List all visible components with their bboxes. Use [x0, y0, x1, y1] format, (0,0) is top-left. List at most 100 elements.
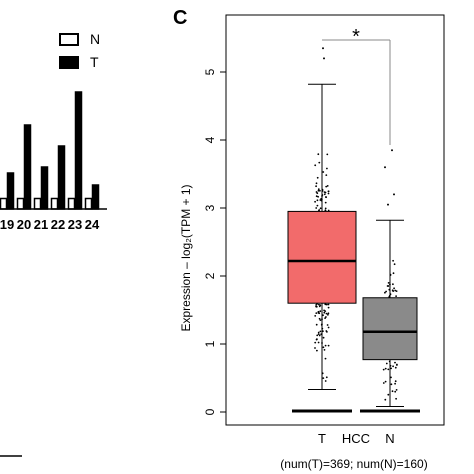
- significance-bracket: *: [322, 26, 391, 145]
- bar-n-22: [50, 197, 59, 210]
- bar-t-24: [91, 184, 100, 210]
- point-t: [322, 336, 325, 339]
- legend-label-t: T: [90, 54, 99, 70]
- bar-t-20: [23, 124, 32, 210]
- point-t: [319, 189, 321, 192]
- point-t: [318, 209, 321, 211]
- bar-tick-22: 22: [51, 217, 65, 232]
- point-t: [315, 305, 318, 308]
- point-t: [322, 377, 325, 379]
- bar-n-21: [33, 197, 42, 210]
- point-t: [314, 164, 317, 167]
- point-n: [393, 287, 395, 290]
- point-t: [323, 193, 326, 196]
- point-t: [315, 207, 318, 209]
- bar-tick-labels: 19 20 21 22 23 24: [0, 217, 100, 232]
- point-t: [315, 323, 318, 326]
- bar-t-19: [6, 172, 15, 210]
- point-t: [314, 315, 317, 317]
- y-tick-label-0: 0: [203, 408, 217, 415]
- y-tick-label-3: 3: [203, 204, 217, 211]
- y-axis: 0 1 2 3 4 5: [203, 68, 226, 415]
- point-t: [319, 207, 322, 210]
- point-t: [327, 190, 330, 193]
- point-t: [324, 344, 327, 347]
- point-t: [317, 331, 320, 334]
- bar-n-23: [67, 197, 76, 210]
- point-n: [385, 362, 388, 365]
- point-n: [384, 398, 387, 401]
- bar-tick-20: 20: [17, 217, 31, 232]
- point-t: [317, 310, 320, 313]
- bar-marks: [0, 91, 100, 210]
- point-n: [395, 389, 398, 391]
- point-t: [317, 188, 320, 191]
- point-t: [322, 346, 325, 349]
- point-t: [317, 189, 320, 192]
- box-n: [362, 297, 418, 361]
- point-t: [318, 334, 321, 337]
- legend-swatch-t: [59, 56, 79, 69]
- y-tick-label-2: 2: [203, 272, 217, 279]
- point-t: [325, 376, 328, 379]
- point-n: [384, 367, 387, 370]
- bar-t-22: [57, 145, 66, 210]
- outlier-point: [323, 57, 325, 60]
- bar-tick-23: 23: [68, 217, 82, 232]
- point-t: [327, 344, 330, 347]
- point-t: [314, 200, 316, 203]
- point-n: [395, 295, 397, 297]
- point-t: [322, 171, 325, 173]
- point-n: [394, 366, 397, 369]
- point-t: [316, 199, 319, 202]
- point-n: [387, 282, 390, 284]
- point-t: [315, 195, 318, 198]
- point-t: [327, 303, 330, 306]
- point-n: [390, 376, 392, 379]
- point-n: [395, 397, 397, 400]
- point-n: [390, 383, 393, 386]
- point-n: [392, 283, 394, 286]
- point-t: [316, 334, 319, 337]
- point-t: [318, 161, 321, 164]
- point-n: [392, 259, 394, 262]
- y-axis-label: Expression – log₂(TPM + 1): [179, 184, 193, 331]
- point-t: [315, 185, 317, 188]
- outlier-point: [384, 166, 386, 169]
- point-n: [394, 361, 396, 364]
- plot-frame: [225, 14, 445, 426]
- point-t: [327, 192, 330, 195]
- point-n: [394, 289, 397, 292]
- point-t: [327, 313, 329, 316]
- point-t: [314, 341, 317, 344]
- point-t: [319, 319, 322, 321]
- point-n: [390, 367, 392, 370]
- point-t: [326, 185, 329, 187]
- point-t: [317, 341, 320, 344]
- point-t: [325, 185, 328, 188]
- point-t: [327, 312, 330, 315]
- point-t: [316, 204, 319, 207]
- point-t: [318, 303, 320, 306]
- point-t: [326, 167, 328, 170]
- point-t: [325, 312, 328, 315]
- bar-t-23: [74, 91, 83, 210]
- legend-label-n: N: [90, 31, 100, 47]
- point-n: [392, 272, 395, 275]
- y-tick-label-4: 4: [203, 136, 217, 143]
- point-t: [327, 326, 330, 329]
- point-t: [326, 324, 329, 326]
- point-t: [324, 201, 327, 204]
- point-n: [394, 382, 396, 385]
- point-t: [317, 333, 320, 335]
- point-t: [323, 349, 326, 351]
- point-n: [386, 285, 389, 287]
- y-tick-label-1: 1: [203, 340, 217, 347]
- bar-legend: N T: [59, 31, 100, 70]
- outlier-point: [322, 47, 324, 50]
- sample-size-footer: (num(T)=369; num(N)=160): [280, 457, 427, 471]
- point-t: [324, 191, 327, 194]
